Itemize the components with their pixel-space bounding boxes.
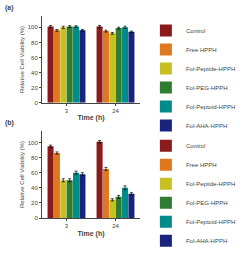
svg-text:0: 0 xyxy=(34,215,38,221)
svg-text:20: 20 xyxy=(31,85,38,91)
svg-text:Fol-PEG-HPPH: Fol-PEG-HPPH xyxy=(186,200,228,206)
svg-text:Fol-Peptide-HPPH: Fol-Peptide-HPPH xyxy=(186,66,235,72)
svg-text:Relative Cell Viability (%): Relative Cell Viability (%) xyxy=(19,141,25,208)
svg-text:60: 60 xyxy=(31,170,38,176)
svg-text:24: 24 xyxy=(112,108,119,114)
svg-text:Free HPPH: Free HPPH xyxy=(186,162,217,168)
svg-text:Time (h): Time (h) xyxy=(77,230,104,238)
svg-text:80: 80 xyxy=(31,40,38,46)
svg-text:Fol-Peptoid-HPPH: Fol-Peptoid-HPPH xyxy=(186,104,235,110)
svg-text:60: 60 xyxy=(31,55,38,61)
svg-text:Fol-Peptide-HPPH: Fol-Peptide-HPPH xyxy=(186,181,235,187)
svg-text:3: 3 xyxy=(65,108,69,114)
svg-text:3: 3 xyxy=(65,223,69,229)
svg-text:Fol-AHA-HPPH: Fol-AHA-HPPH xyxy=(186,238,227,244)
svg-text:Free HPPH: Free HPPH xyxy=(186,47,217,53)
svg-text:40: 40 xyxy=(31,185,38,191)
svg-text:Time (h): Time (h) xyxy=(77,114,104,122)
svg-text:0: 0 xyxy=(34,100,38,106)
svg-text:Fol-AHA-HPPH: Fol-AHA-HPPH xyxy=(186,123,227,129)
svg-text:100: 100 xyxy=(28,24,39,30)
svg-text:Relative Cell Viability (%): Relative Cell Viability (%) xyxy=(19,26,25,93)
svg-text:80: 80 xyxy=(31,155,38,161)
svg-text:20: 20 xyxy=(31,200,38,206)
svg-text:Control: Control xyxy=(186,28,205,34)
svg-text:24: 24 xyxy=(112,223,119,229)
svg-text:Fol-Peptoid-HPPH: Fol-Peptoid-HPPH xyxy=(186,219,235,225)
svg-text:100: 100 xyxy=(28,140,39,146)
svg-text:Fol-PEG-HPPH: Fol-PEG-HPPH xyxy=(186,85,228,91)
svg-text:40: 40 xyxy=(31,70,38,76)
svg-text:(b): (b) xyxy=(5,119,14,127)
svg-text:(a): (a) xyxy=(5,4,14,12)
svg-text:Control: Control xyxy=(186,143,205,149)
